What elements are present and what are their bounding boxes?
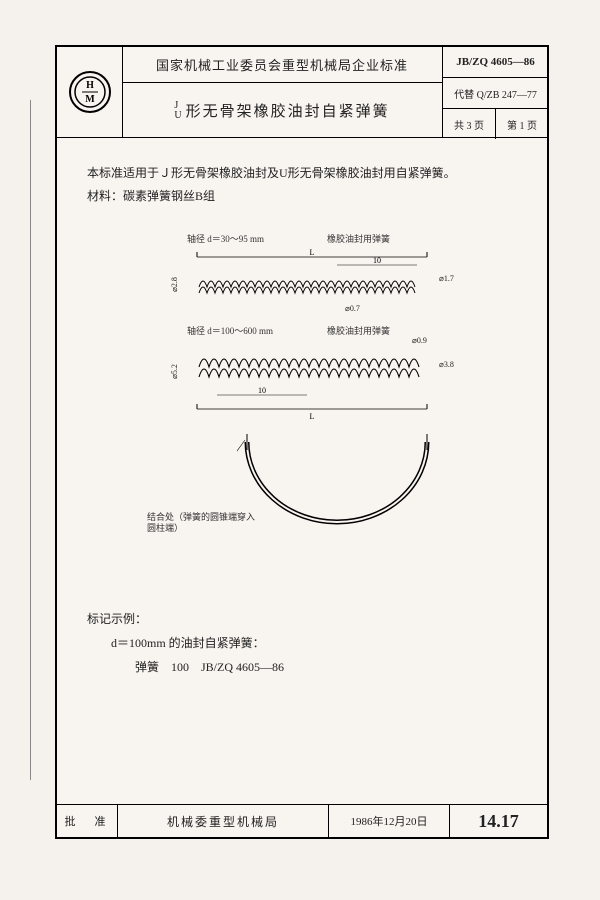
svg-text:10: 10 <box>373 256 381 265</box>
dim-d3: ⌀5.2 <box>170 364 179 379</box>
standard-page: H M 国家机械工业委员会重型机械局企业标准 J U 形无骨架橡胶油封自紧弹簧 … <box>55 45 549 839</box>
caption-1: 橡胶油封用弹簧 <box>327 232 390 245</box>
caption-2: 橡胶油封用弹簧 <box>327 324 390 337</box>
marking-line1: d＝100mm 的油封自紧弹簧： <box>87 631 517 655</box>
dim-wire2: ⌀0.9 <box>412 336 427 345</box>
title-prefix-u: U <box>174 111 183 121</box>
logo-cell: H M <box>57 47 123 137</box>
shaft-range-2: 轴径 d＝100～600 mm <box>187 324 273 337</box>
header-block: H M 国家机械工业委员会重型机械局企业标准 J U 形无骨架橡胶油封自紧弹簧 … <box>57 47 547 138</box>
header-right: JB/ZQ 4605—86 代替 Q/ZB 247—77 共 3 页 第 1 页 <box>442 47 548 137</box>
dim-d2: ⌀1.7 <box>439 274 454 283</box>
approval-date: 1986年12月20日 <box>329 805 450 837</box>
svg-text:M: M <box>85 94 95 105</box>
scope-text: 本标准适用于Ｊ形无骨架橡胶油封及U形无骨架橡胶油封用自紧弹簧。 <box>87 162 517 185</box>
standard-number: JB/ZQ 4605—86 <box>443 47 548 78</box>
spring-drawing-1: L 10 <box>187 247 447 317</box>
dim-d4: ⌀3.8 <box>439 360 454 369</box>
ring-drawing <box>237 432 437 552</box>
hm-logo-icon: H M <box>68 70 112 114</box>
material-text: 材料：碳素弹簧钢丝B组 <box>87 185 517 208</box>
header-main: 国家机械工业委员会重型机械局企业标准 J U 形无骨架橡胶油封自紧弹簧 <box>122 47 442 137</box>
dim-wire1: ⌀0.7 <box>345 304 360 313</box>
technical-diagram: 轴径 d＝30～95 mm 橡胶油封用弹簧 L 10 ⌀2.8 ⌀1.7 ⌀0.… <box>167 232 467 562</box>
marking-heading: 标记示例： <box>87 607 517 631</box>
page-number: 14.17 <box>450 805 547 837</box>
svg-text:L: L <box>310 412 315 421</box>
marking-line2: 弹簧 100 JB/ZQ 4605—86 <box>87 655 517 679</box>
replaces: 代替 Q/ZB 247—77 <box>443 78 548 109</box>
shaft-range-1: 轴径 d＝30～95 mm <box>187 232 264 245</box>
title-prefix-j: J <box>174 101 183 111</box>
standard-title: J U 形无骨架橡胶油封自紧弹簧 <box>122 83 442 138</box>
footer-block: 批 准 机械委重型机械局 1986年12月20日 14.17 <box>57 804 547 837</box>
marking-example: 标记示例： d＝100mm 的油封自紧弹簧： 弹簧 100 JB/ZQ 4605… <box>87 607 517 679</box>
approver: 机械委重型机械局 <box>118 805 329 837</box>
spring-drawing-2: 10 L <box>187 337 447 427</box>
title-text: 形无骨架橡胶油封自紧弹簧 <box>186 100 390 121</box>
page-current: 第 1 页 <box>496 109 548 139</box>
svg-text:10: 10 <box>258 386 266 395</box>
pages-total: 共 3 页 <box>443 109 496 139</box>
body-text: 本标准适用于Ｊ形无骨架橡胶油封及U形无骨架橡胶油封用自紧弹簧。 材料：碳素弹簧钢… <box>87 162 517 208</box>
dim-d1: ⌀2.8 <box>170 277 179 292</box>
joint-note: 结合处（弹簧的圆锥端穿入圆柱端） <box>147 512 257 534</box>
svg-text:H: H <box>86 80 94 91</box>
approve-label: 批 准 <box>57 805 118 837</box>
issuing-authority: 国家机械工业委员会重型机械局企业标准 <box>122 47 442 83</box>
svg-text:L: L <box>310 248 315 257</box>
